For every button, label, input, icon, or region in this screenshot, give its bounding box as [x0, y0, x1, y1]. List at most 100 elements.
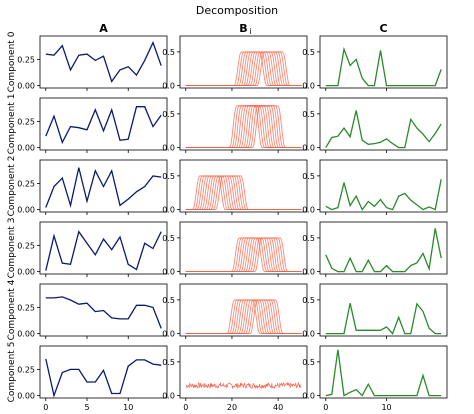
panel-a-5: 0.00 0.25 0 5 10 [17, 345, 168, 412]
y-tick-label: 0.0 [302, 82, 315, 91]
series-line [325, 349, 442, 397]
y-tick-label: 0.25 [17, 365, 35, 374]
series-line [185, 51, 302, 87]
axes-frame [39, 97, 168, 151]
series-line [185, 105, 302, 149]
series-line [185, 105, 302, 149]
row-label-3: Component 3 [7, 218, 17, 279]
series-line [185, 175, 302, 211]
y-tick-label: 0.5 [162, 358, 175, 367]
panel-c-3: 0.0 0.5 [302, 221, 448, 277]
panel-c-4: 0.0 0.5 [302, 283, 448, 339]
y-tick-label: 0.0 [162, 82, 175, 91]
y-tick-label: 0.5 [162, 48, 175, 57]
axes-frame [319, 159, 448, 213]
axes-frame [179, 345, 308, 399]
x-tick-label: 5 [84, 403, 89, 412]
axes-frame [179, 221, 308, 275]
panel-a-2: 0.00 0.25 [17, 159, 168, 215]
y-tick-label: 0.25 [17, 117, 35, 126]
y-tick-label: 0.00 [17, 268, 35, 277]
series-line [185, 105, 302, 149]
axes-frame [319, 97, 448, 151]
row-label-1: Component 1 [7, 94, 17, 155]
series-line [185, 105, 302, 149]
series-line [325, 302, 442, 335]
series-noise-line [185, 381, 302, 390]
axes-frame [39, 345, 168, 399]
row-label-2: Component 2 [7, 156, 17, 217]
y-tick-label: 0.0 [162, 206, 175, 215]
series-line [185, 299, 302, 335]
panel-c-2: 0.0 0.5 [302, 159, 448, 215]
series-line [185, 105, 302, 149]
column-header-b: B [239, 22, 247, 35]
y-tick-label: 0.25 [17, 55, 35, 64]
y-tick-label: 0.5 [302, 358, 315, 367]
figure-title: Decomposition [196, 4, 278, 17]
series-line [325, 110, 442, 149]
y-tick-label: 0.0 [162, 392, 175, 401]
column-header-c: C [379, 22, 387, 35]
x-tick-label: 20 [227, 403, 237, 412]
y-tick-label: 0.00 [17, 144, 35, 153]
row-label-4: Component 4 [7, 279, 17, 340]
series-line [185, 299, 302, 335]
column-header-b-subscript: i [250, 27, 252, 36]
y-tick-label: 0.25 [17, 303, 35, 312]
y-tick-label: 0.5 [162, 296, 175, 305]
series-line [185, 299, 302, 335]
y-tick-label: 0.25 [17, 179, 35, 188]
series-line [185, 105, 302, 149]
axes-frame [319, 283, 448, 337]
series-line [185, 299, 302, 335]
y-tick-label: 0.0 [162, 268, 175, 277]
y-tick-label: 0.25 [17, 241, 35, 250]
axes-frame [319, 221, 448, 275]
series-line [185, 105, 302, 149]
series-line [185, 299, 302, 335]
series-line [45, 40, 162, 83]
x-tick-label: 0 [323, 403, 328, 412]
y-tick-label: 0.0 [302, 268, 315, 277]
series-line [185, 299, 302, 335]
series-line [185, 105, 302, 149]
axes-frame [39, 159, 168, 213]
y-tick-label: 0.5 [302, 48, 315, 57]
series-line [325, 46, 442, 87]
series-line [325, 179, 442, 211]
panel-b-5: 0.0 0.5 0 20 40 [162, 345, 308, 412]
row-label-5: Component 5 [7, 342, 17, 403]
x-tick-label: 10 [381, 403, 391, 412]
series-line [45, 106, 162, 145]
series-line [45, 230, 162, 271]
series-line [45, 358, 162, 398]
panel-c-5: 0.0 0.5 0 10 [302, 345, 448, 412]
y-tick-label: 0.0 [302, 392, 315, 401]
series-line [45, 296, 162, 329]
y-tick-label: 0.0 [302, 330, 315, 339]
y-tick-label: 0.0 [302, 206, 315, 215]
y-tick-label: 0.00 [17, 82, 35, 91]
axes-frame [179, 159, 308, 213]
panel-a-1: 0.00 0.25 [17, 97, 168, 153]
y-tick-label: 0.0 [162, 330, 175, 339]
x-tick-label: 10 [123, 403, 133, 412]
panel-b-2: 0.0 0.5 [162, 159, 308, 215]
y-tick-label: 0.5 [162, 172, 175, 181]
series-line [185, 299, 302, 335]
panel-a-0: 0.00 0.25 [17, 35, 168, 91]
y-tick-label: 0.5 [302, 296, 315, 305]
series-line [185, 175, 302, 211]
axes-frame [179, 97, 308, 151]
series-line [185, 299, 302, 335]
y-tick-label: 0.0 [302, 144, 315, 153]
column-header-a: A [99, 22, 108, 35]
panel-b-0: 0.0 0.5 [162, 35, 308, 91]
panel-b-4: 0.0 0.5 [162, 283, 308, 339]
axes-frame [39, 35, 168, 89]
y-tick-label: 0.00 [17, 206, 35, 215]
series-line [325, 228, 442, 273]
